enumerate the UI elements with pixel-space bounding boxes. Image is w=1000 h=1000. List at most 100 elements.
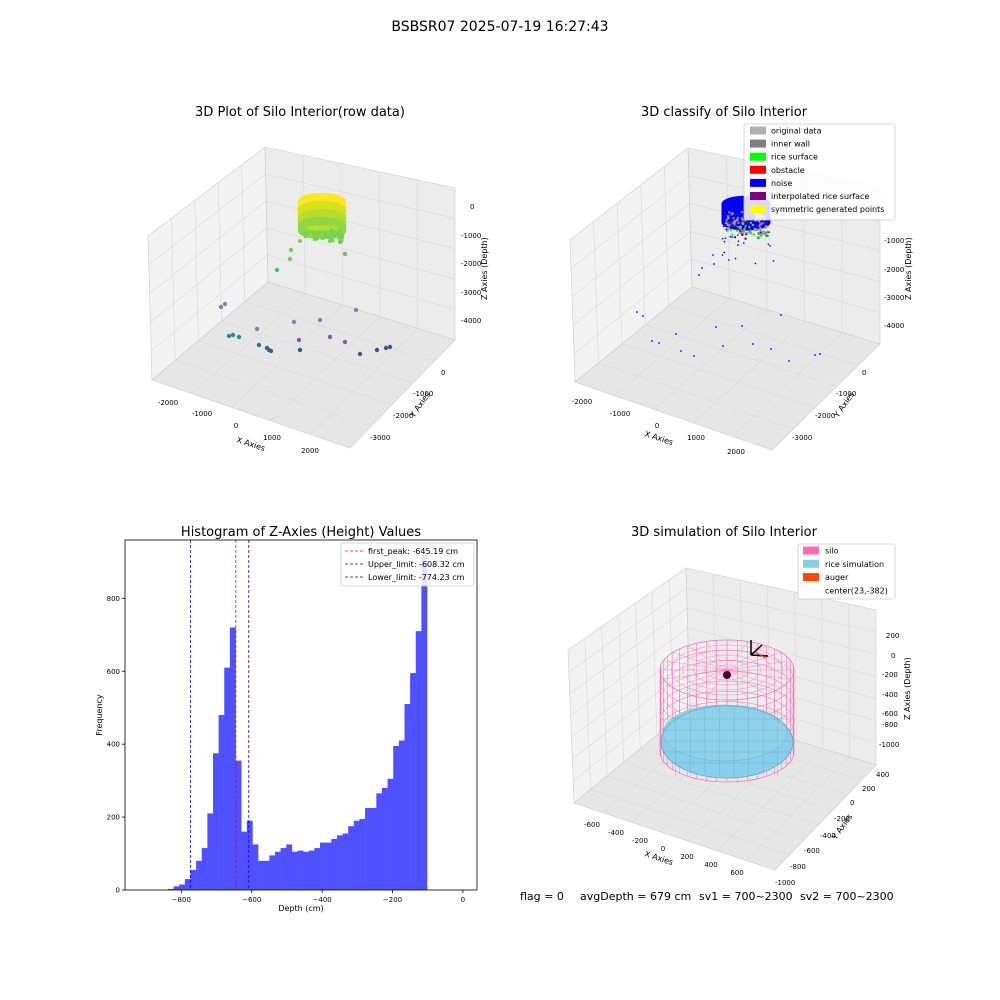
data-point	[651, 340, 653, 342]
data-point	[753, 228, 757, 232]
z-tick: 200	[886, 632, 899, 640]
z-tick: -200	[882, 671, 898, 679]
data-point	[772, 260, 775, 262]
data-point	[742, 242, 745, 244]
gridline	[171, 218, 176, 361]
data-point	[741, 218, 745, 222]
gridline	[569, 607, 688, 694]
data-point	[327, 334, 333, 340]
data-point	[757, 231, 760, 235]
z-tick: -1000	[461, 232, 481, 240]
histogram-bar	[263, 860, 270, 890]
data-point	[268, 348, 274, 354]
gridline	[640, 184, 646, 326]
data-point	[751, 223, 755, 227]
data-point	[767, 243, 770, 246]
histogram-bars	[167, 554, 428, 890]
histogram-bar	[325, 842, 332, 890]
data-point	[218, 304, 224, 310]
pane-floor	[574, 286, 881, 451]
simulation-xlabel: X Axies	[643, 849, 674, 867]
histogram-bar	[173, 886, 180, 890]
raw-3d-points	[218, 192, 393, 357]
raw-3d-scatter-panel: 3D Plot of Silo Interior(row data) -2000…	[147, 105, 489, 455]
gridline	[572, 687, 690, 782]
z-tick: -800	[882, 721, 898, 729]
histogram-bar	[190, 869, 197, 890]
data-point	[744, 237, 747, 240]
raw-3d-xlabel: X Axies	[235, 435, 266, 453]
data-point	[746, 221, 749, 224]
data-point	[745, 233, 748, 236]
histogram-bar	[404, 704, 411, 890]
y-tick: 0	[850, 799, 854, 807]
histogram-axes-frame	[124, 539, 478, 891]
histogram-bar	[196, 860, 203, 890]
data-point	[338, 228, 343, 233]
data-point	[747, 228, 750, 230]
histogram-legend: first_peak: -645.19 cm Upper_limit: -608.…	[340, 542, 475, 587]
y-tick: 200	[862, 785, 875, 793]
x-tick: -1000	[610, 410, 630, 418]
gridline	[690, 231, 881, 282]
data-point	[752, 343, 754, 345]
gridline	[746, 756, 850, 861]
data-point	[764, 225, 768, 228]
data-point	[693, 355, 695, 357]
data-point	[729, 228, 732, 231]
figure-suptitle: BSBSR07 2025-07-19 16:27:43	[391, 19, 608, 35]
data-point	[737, 244, 739, 246]
legend-label: Upper_limit: -608.32 cm	[368, 560, 465, 569]
y-tick: 0	[441, 369, 445, 377]
histogram-bar	[331, 838, 338, 890]
y-tick: -1000	[836, 390, 856, 398]
auger-marker	[723, 640, 769, 679]
histogram-bar	[353, 820, 360, 890]
data-point	[732, 217, 735, 220]
y-tick: -800	[790, 863, 806, 871]
data-point	[759, 234, 763, 237]
gridline	[821, 597, 824, 749]
histogram-bar	[387, 778, 394, 890]
data-point	[727, 210, 731, 214]
data-point	[727, 226, 730, 230]
gridline	[571, 203, 690, 298]
data-point	[701, 267, 703, 269]
center-marker	[723, 671, 731, 679]
data-point	[730, 220, 733, 224]
data-point	[780, 314, 782, 316]
z-tick: -4000	[461, 317, 481, 325]
classified-3d-title: 3D classify of Silo Interior	[641, 105, 808, 120]
gridline	[572, 667, 690, 760]
histogram-bar	[280, 848, 287, 890]
simulation-legend: silo rice simulation auger center(23,-382)	[797, 543, 896, 600]
histogram-bar	[241, 831, 248, 890]
histogram-bar	[342, 833, 349, 890]
classified-3d-legend: original data inner wall rice surface obsta…	[743, 123, 896, 221]
gridline	[664, 166, 669, 307]
silo-spoke	[726, 641, 748, 671]
x-tick: 600	[730, 869, 743, 877]
data-point	[757, 219, 761, 223]
x-tick-label: −400	[313, 896, 332, 904]
data-point	[728, 224, 731, 227]
data-point	[712, 254, 714, 256]
gridline	[572, 231, 691, 326]
data-point	[327, 239, 332, 244]
x-tick: -200	[632, 837, 648, 845]
gridline	[151, 254, 268, 352]
histogram-bar	[291, 851, 298, 890]
data-point	[725, 218, 729, 222]
x-tick: 2000	[727, 448, 745, 456]
gridline	[687, 627, 877, 677]
gridline	[653, 309, 768, 410]
x-tick: 0	[661, 845, 665, 853]
data-point	[317, 317, 323, 323]
y-tick: -2000	[815, 412, 835, 420]
data-point	[713, 263, 715, 265]
data-point	[819, 353, 821, 355]
y-tick-label: 200	[107, 814, 120, 822]
depth-histogram-panel: Histogram of Z-Axies (Height) Values −80…	[95, 525, 478, 913]
silo-spoke	[672, 669, 728, 688]
legend-label: symmetric generated points	[771, 205, 884, 214]
